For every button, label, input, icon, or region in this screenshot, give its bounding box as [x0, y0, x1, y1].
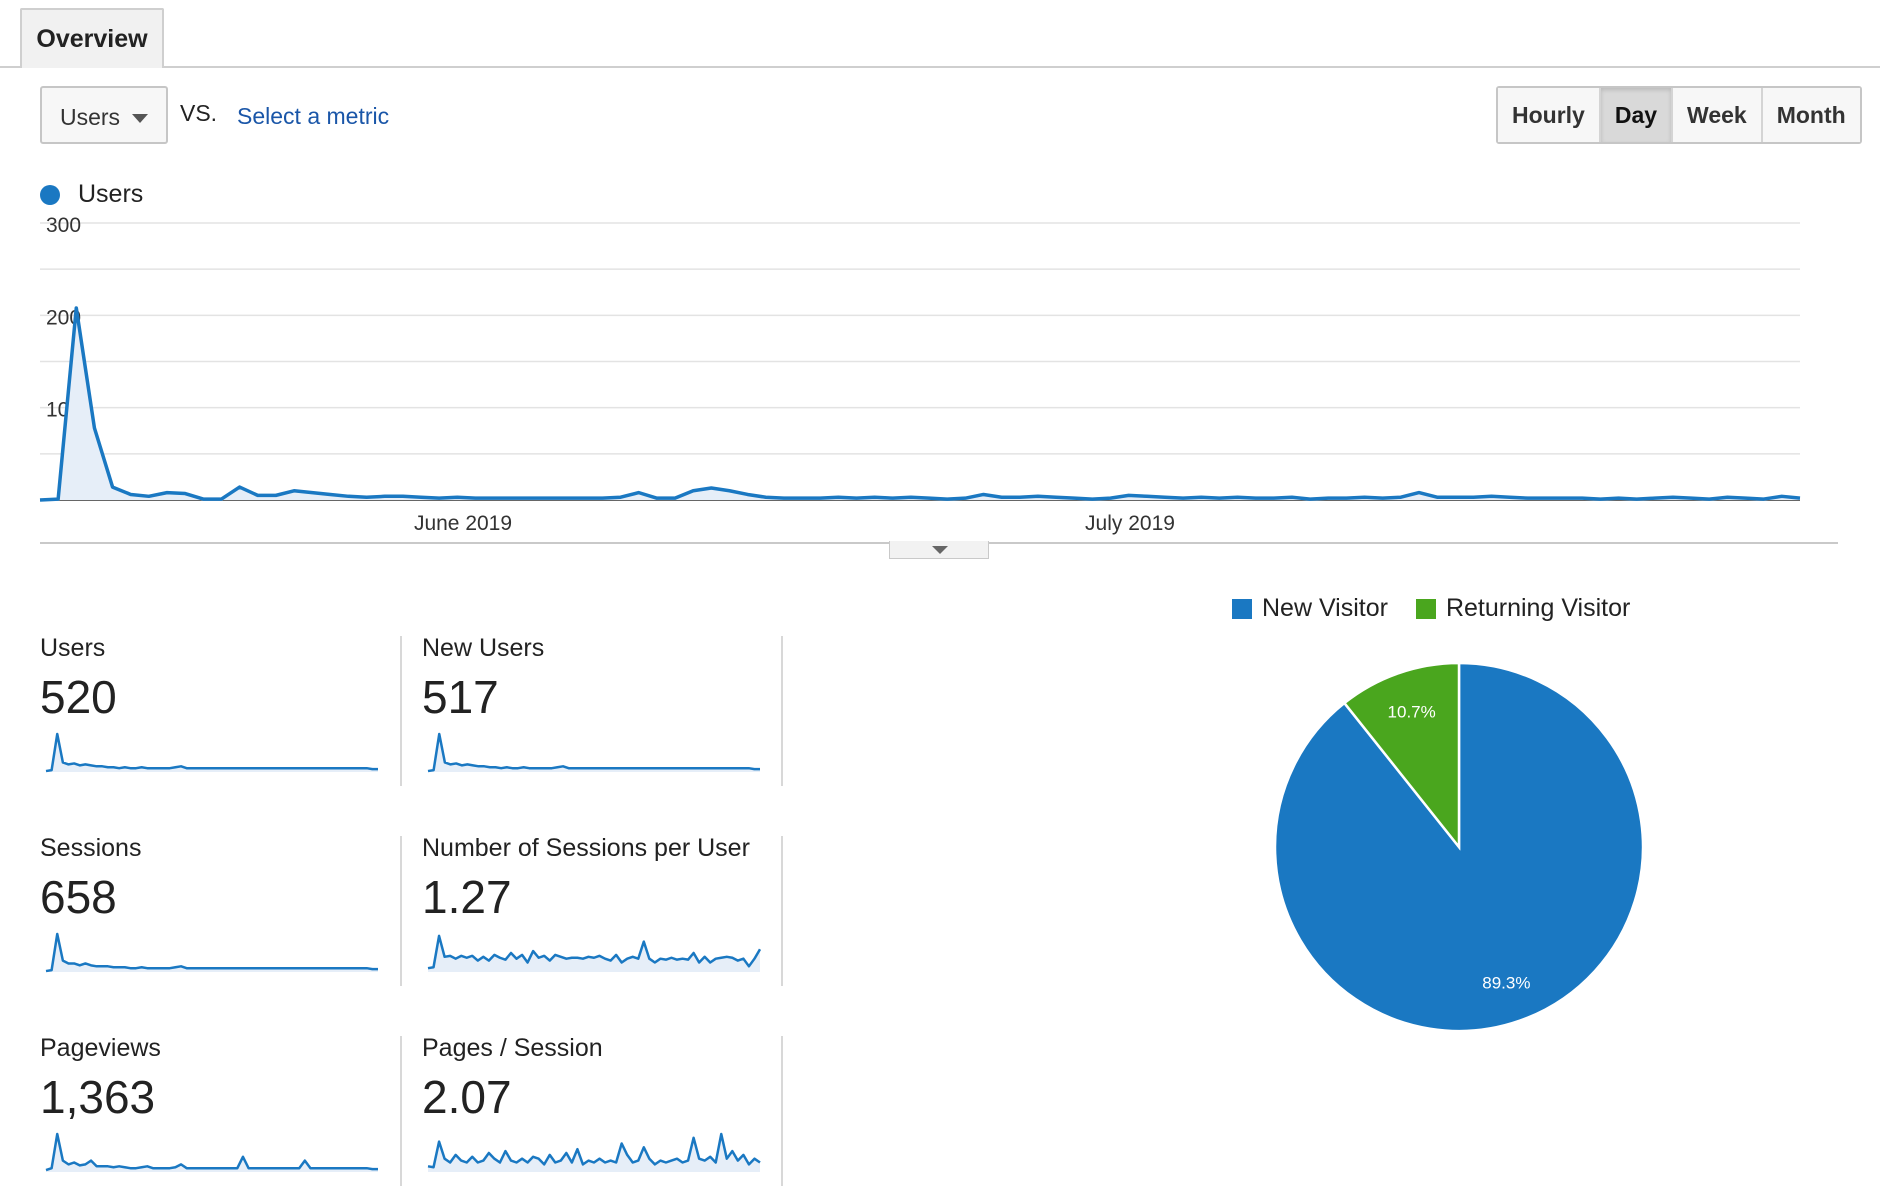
sparkline — [427, 934, 762, 972]
stat-value: 1.27 — [422, 871, 512, 923]
stat-pageviews: Pageviews 1,363 — [40, 1034, 400, 1184]
stat-value: 517 — [422, 671, 499, 723]
divider — [781, 1036, 783, 1186]
legend-label-users: Users — [78, 180, 144, 208]
main-chart-legend: Users — [40, 180, 143, 209]
period-month-button[interactable]: Month — [1762, 88, 1860, 142]
divider — [781, 636, 783, 786]
sparkline-line — [45, 932, 378, 973]
stat-label: Pages / Session — [422, 1034, 603, 1062]
sparkline — [45, 932, 378, 973]
sparkline-area — [428, 1134, 760, 1172]
sparkline-line — [427, 934, 762, 970]
divider — [400, 636, 402, 786]
stat-users: Users 520 — [40, 634, 400, 784]
stat-sessions: Sessions 658 — [40, 834, 400, 984]
metric-dropdown-value: Users — [60, 104, 121, 130]
pie-legend-label: New Visitor — [1262, 594, 1388, 622]
sparkline — [45, 732, 378, 773]
users-area — [40, 307, 1800, 500]
tab-overview[interactable]: Overview — [20, 8, 164, 68]
sparkline-line — [45, 732, 378, 773]
y-tick-label: 200 — [46, 306, 81, 329]
divider — [400, 1036, 402, 1186]
pie-slice-label: 89.3% — [1482, 973, 1530, 992]
x-tick-label: July 2019 — [1085, 512, 1175, 535]
stat-label: Users — [40, 634, 106, 662]
stat-label: Pageviews — [40, 1034, 161, 1062]
swatch-icon — [1232, 598, 1252, 619]
chevron-down-icon — [132, 114, 148, 123]
stat-label: Number of Sessions per User — [422, 834, 750, 862]
divider — [781, 836, 783, 986]
tab-bar: Overview — [0, 0, 1880, 68]
metric-dropdown[interactable]: Users — [40, 86, 168, 144]
period-week-button[interactable]: Week — [1673, 88, 1763, 142]
collapse-caret-icon — [932, 546, 948, 554]
x-tick-label: June 2019 — [414, 512, 512, 535]
sparkline-area — [428, 935, 760, 972]
pie-legend: New Visitor Returning Visitor — [1232, 594, 1658, 623]
stat-pages-per-session: Pages / Session 2.07 — [422, 1034, 782, 1184]
users-line — [39, 306, 1801, 502]
period-toggle-group: Hourly Day Week Month — [1496, 86, 1862, 144]
sparkline-line — [427, 732, 760, 773]
legend-dot-icon — [40, 184, 60, 205]
pie-legend-item-new[interactable]: New Visitor — [1232, 594, 1388, 623]
stat-value: 520 — [40, 671, 117, 723]
pie-legend-item-returning[interactable]: Returning Visitor — [1415, 594, 1631, 623]
stat-value: 2.07 — [422, 1071, 512, 1123]
stat-value: 658 — [40, 871, 117, 923]
stat-new-users: New Users 517 — [422, 634, 782, 784]
period-hourly-button[interactable]: Hourly — [1498, 88, 1601, 142]
pie-legend-label: Returning Visitor — [1445, 594, 1631, 622]
sparkline-line — [427, 1132, 761, 1169]
sparkline-line — [45, 1132, 378, 1172]
vs-label: VS. — [180, 100, 218, 126]
visitor-type-pie-chart: 89.3% 10.7% — [1273, 661, 1645, 1033]
stat-label: Sessions — [40, 834, 142, 862]
divider — [400, 836, 402, 986]
stat-value: 1,363 — [40, 1071, 156, 1123]
sparkline — [45, 1132, 378, 1172]
period-day-button[interactable]: Day — [1600, 88, 1674, 142]
select-metric-link[interactable]: Select a metric — [237, 103, 390, 129]
pie-slice-label: 10.7% — [1388, 703, 1436, 722]
swatch-icon — [1415, 598, 1436, 619]
y-tick-label: 300 — [46, 214, 81, 237]
sparkline — [427, 1132, 761, 1172]
chart-collapse-handle[interactable] — [889, 541, 989, 559]
sparkline — [427, 732, 760, 773]
stat-label: New Users — [422, 634, 545, 662]
pie-slice-returning-visitor[interactable] — [1342, 661, 1461, 851]
stat-sessions-per-user: Number of Sessions per User 1.27 — [422, 834, 782, 984]
